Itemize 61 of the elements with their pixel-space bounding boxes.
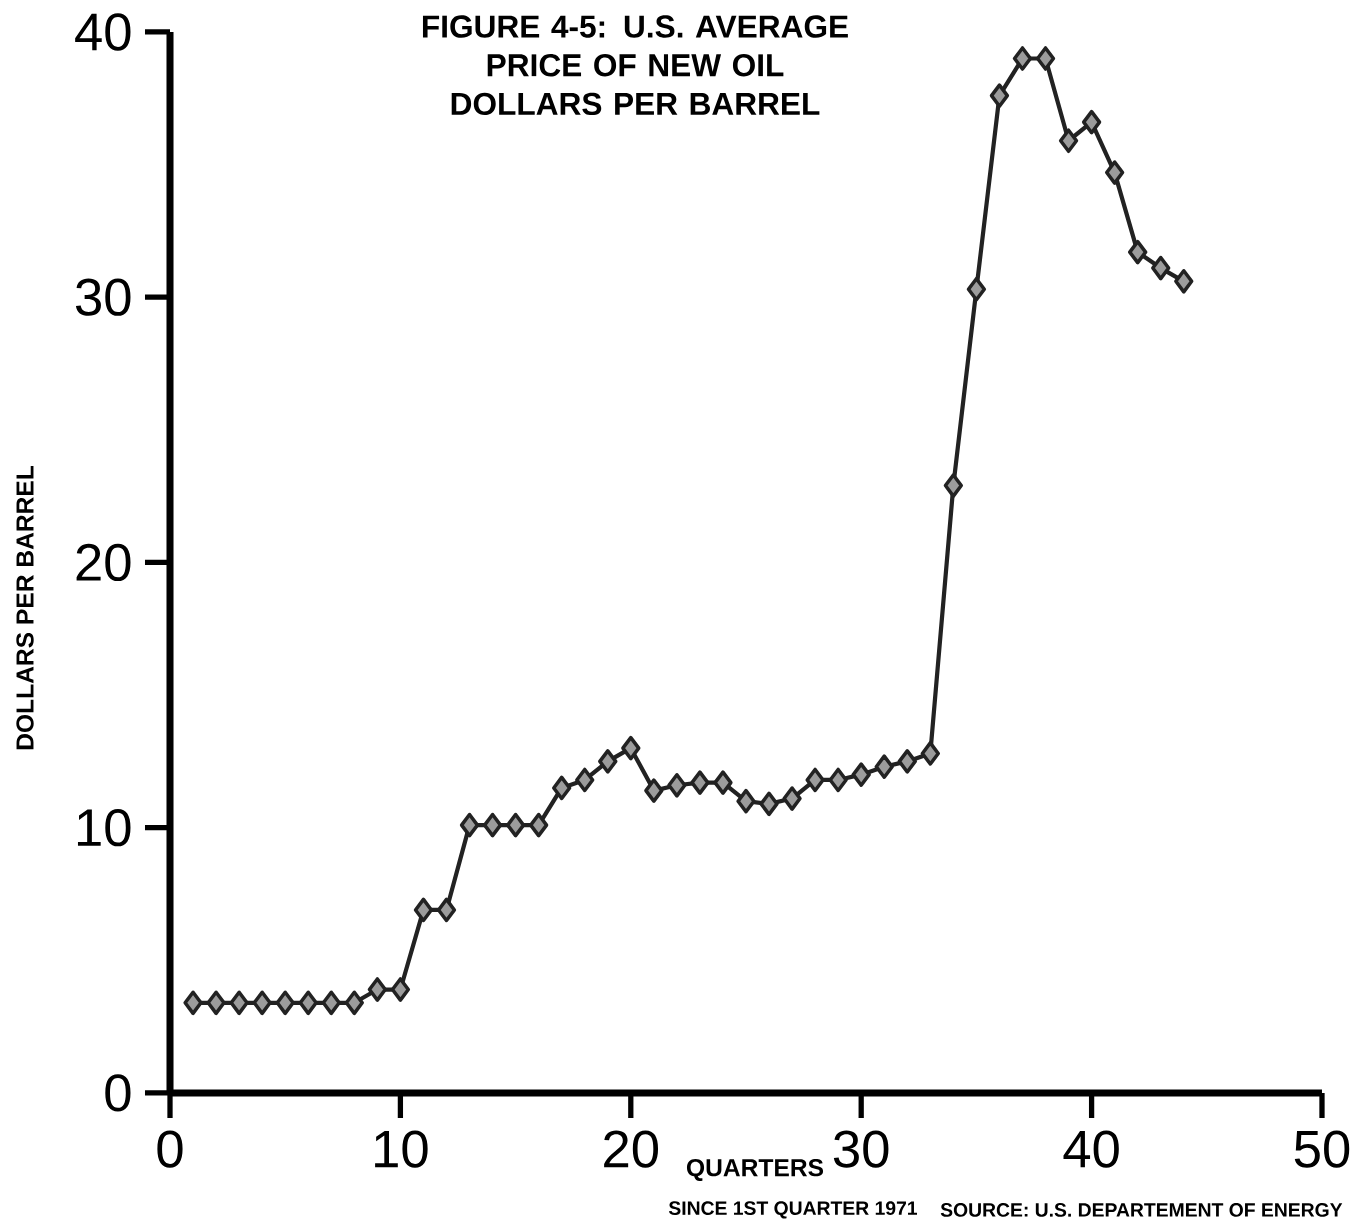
point <box>552 775 572 801</box>
point <box>575 767 595 793</box>
point <box>621 735 641 761</box>
point <box>1104 160 1125 185</box>
y-tick-label: 40 <box>75 13 131 51</box>
point <box>598 749 618 774</box>
y-tick-label: 10 <box>77 809 131 847</box>
point <box>482 812 503 838</box>
point <box>1058 128 1079 154</box>
point <box>275 990 295 1016</box>
point <box>1174 269 1194 294</box>
point <box>828 767 848 793</box>
point <box>920 741 940 766</box>
point <box>206 990 226 1016</box>
point <box>528 812 549 838</box>
point <box>321 990 341 1016</box>
x-tick-label: 10 <box>375 1130 428 1168</box>
point <box>252 990 272 1016</box>
point <box>943 473 964 498</box>
y-tick-label: 20 <box>76 543 131 582</box>
point <box>805 767 825 793</box>
x-tick-label: 20 <box>604 1130 659 1168</box>
point <box>690 770 710 795</box>
point <box>229 990 249 1016</box>
x-tick-label: 50 <box>1294 1130 1350 1168</box>
point <box>1081 109 1102 135</box>
point <box>874 754 894 780</box>
point <box>989 83 1010 108</box>
point <box>183 990 203 1016</box>
point <box>459 812 480 838</box>
source-note: SOURCE: U.S. DEPARTEMENT OF ENERGY <box>940 1203 1343 1217</box>
point <box>505 812 526 838</box>
point <box>413 897 434 923</box>
chart-title: FIGURE 4-5: U.S. AVERAGE PRICE OF NEW OIL <box>422 15 848 77</box>
point <box>851 762 871 787</box>
point <box>1012 46 1033 71</box>
y-tick-label: 30 <box>75 278 131 316</box>
point <box>367 977 388 1002</box>
point <box>1128 239 1148 265</box>
y-axis-title: DOLLARS PER BARREL <box>16 465 34 750</box>
point <box>298 990 318 1016</box>
x-tick-label: 30 <box>833 1130 889 1168</box>
x-axis-title: QUARTERS <box>686 1159 824 1181</box>
text: SINCE 1ST QUARTER 1971 <box>668 1201 917 1219</box>
point <box>344 990 364 1016</box>
point <box>713 770 733 795</box>
x-tick-label: 40 <box>1063 1130 1119 1168</box>
point <box>436 897 457 923</box>
point <box>644 778 664 803</box>
point <box>1035 46 1056 71</box>
point <box>782 786 802 811</box>
y-tick-label: 0 <box>105 1074 131 1112</box>
point <box>759 791 779 817</box>
x-tick-label: 0 <box>157 1130 183 1168</box>
point <box>667 772 687 798</box>
point <box>966 276 987 302</box>
text: DOLLARS PER BARREL <box>451 92 820 116</box>
point <box>390 977 411 1002</box>
point <box>736 788 756 814</box>
point <box>897 749 917 774</box>
point <box>1151 255 1171 281</box>
